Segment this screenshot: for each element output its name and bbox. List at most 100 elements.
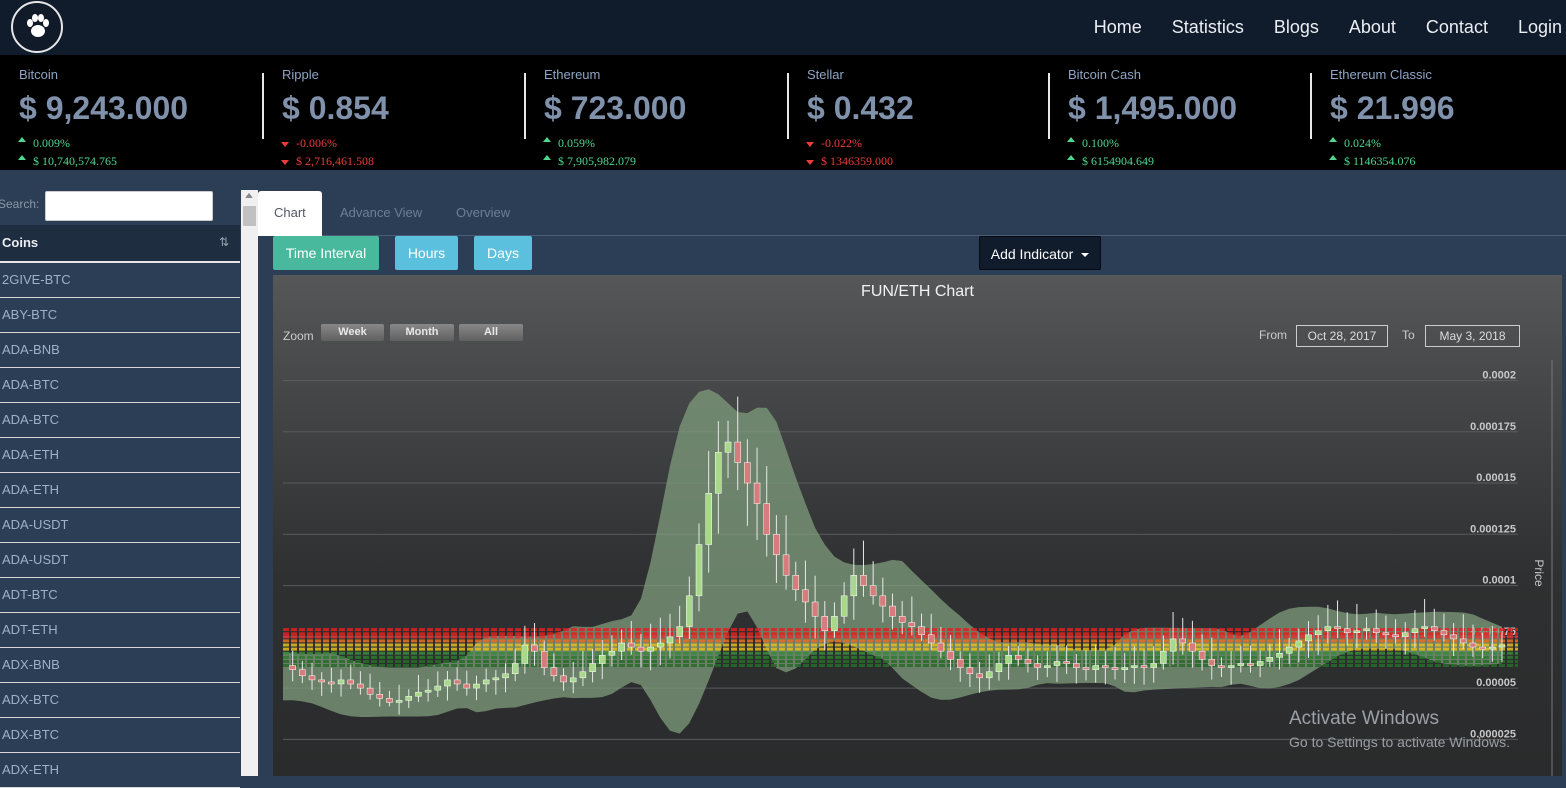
candle-body: [1276, 652, 1283, 658]
coin-list-item[interactable]: 2GIVE-BTC: [0, 263, 240, 298]
navbar: Home Statistics Blogs About Contact Login: [0, 0, 1566, 55]
coin-name: Stellar: [807, 67, 844, 82]
candle-body: [1102, 665, 1109, 668]
nav-link-statistics[interactable]: Statistics: [1171, 17, 1244, 37]
nav-link-home[interactable]: Home: [1093, 17, 1142, 37]
candle-body: [715, 452, 722, 494]
tab-overview[interactable]: Overview: [456, 205, 511, 220]
candle-body: [657, 642, 664, 648]
candle-body: [966, 667, 974, 674]
coin-volume: $ 2,716,461.508: [296, 154, 374, 168]
coin-list-item[interactable]: ADA-ETH: [0, 473, 240, 508]
from-date-input[interactable]: Oct 28, 2017: [1296, 325, 1388, 347]
price-ticker: Bitcoin $ 9,243.000 0.009% $ 10,740,574.765…: [0, 55, 1566, 170]
time-interval-button[interactable]: Time Interval: [273, 236, 379, 270]
candle-body: [705, 493, 712, 545]
coin-price: $ 0.432: [807, 90, 914, 126]
candle-body: [473, 683, 480, 689]
chart-title: FUN/ETH Chart: [861, 283, 974, 300]
candle-body: [1440, 630, 1448, 636]
zoom-month-button[interactable]: Month: [390, 324, 454, 341]
candle-body: [1285, 646, 1293, 654]
coin-list-item[interactable]: ADX-ETH: [0, 753, 240, 788]
coin-list-item[interactable]: ADT-BTC: [0, 578, 240, 613]
candlestick-chart[interactable]: 0.0000250.000050.0000750.00010.0001250.0…: [273, 275, 1562, 776]
coin-volume: $ 10,740,574.765: [33, 154, 117, 168]
arrow-down-icon: [281, 160, 289, 165]
tab-chart[interactable]: Chart: [258, 191, 322, 236]
coin-list-item[interactable]: ADA-ETH: [0, 438, 240, 473]
candle-body: [308, 675, 316, 681]
add-indicator-label: Add Indicator: [990, 246, 1074, 262]
candle-body: [937, 642, 945, 652]
sort-icon[interactable]: ⇅: [219, 235, 230, 249]
coin-list-item[interactable]: ABY-BTC: [0, 298, 240, 333]
arrow-down-icon: [806, 142, 814, 147]
paw-logo-icon[interactable]: [11, 1, 63, 53]
candle-body: [744, 462, 751, 484]
scroll-thumb[interactable]: [243, 206, 256, 226]
candle-body: [1111, 667, 1119, 670]
coin-list-item[interactable]: ADX-BTC: [0, 718, 240, 753]
coin-volume: $ 1146354.076: [1344, 154, 1416, 168]
scroll-up-icon[interactable]: [245, 193, 253, 198]
candle-body: [453, 679, 461, 685]
sidebar: Search: Coins ⇅ 2GIVE-BTC ABY-BTC ADA-BNB A…: [0, 170, 258, 788]
candle-body: [879, 595, 887, 607]
coin-list-item[interactable]: ADX-BTC: [0, 683, 240, 718]
candle-body: [1314, 630, 1322, 636]
candle-body: [511, 663, 519, 674]
coin-list-item[interactable]: ADA-BTC: [0, 403, 240, 438]
candle-body: [1189, 642, 1196, 652]
coin-list: 2GIVE-BTC ABY-BTC ADA-BNB ADA-BTC ADA-BTC ADA…: [0, 263, 240, 788]
coin-change: 0.100%: [1082, 136, 1119, 150]
coin-price: $ 9,243.000: [19, 90, 189, 126]
y-tick-label: 0.000125: [1470, 523, 1516, 535]
coin-list-item[interactable]: ADA-BNB: [0, 333, 240, 368]
nav-link-contact[interactable]: Contact: [1425, 17, 1488, 37]
coin-list-item[interactable]: ADT-ETH: [0, 613, 240, 648]
coin-price: $ 723.000: [544, 90, 687, 126]
candle-body: [1363, 628, 1370, 631]
candle-body: [1247, 663, 1254, 666]
candle-body: [860, 575, 867, 586]
candle-body: [1498, 644, 1506, 648]
add-indicator-button[interactable]: Add Indicator: [979, 236, 1101, 270]
days-button[interactable]: Days: [474, 236, 532, 270]
candle-body: [1402, 632, 1409, 638]
zoom-all-button[interactable]: All: [459, 324, 523, 341]
y-tick-label: 0.0002: [1482, 370, 1516, 382]
candle-body: [550, 667, 558, 677]
chart-panel: 0.0000250.000050.0000750.00010.0001250.0…: [273, 275, 1562, 776]
hours-button[interactable]: Hours: [395, 236, 458, 270]
candle-body: [560, 675, 567, 683]
coin-list-item[interactable]: ADA-USDT: [0, 543, 240, 578]
nav-link-blogs[interactable]: Blogs: [1273, 17, 1319, 37]
nav-link-about[interactable]: About: [1348, 17, 1396, 37]
zoom-week-button[interactable]: Week: [321, 324, 384, 341]
candle-body: [299, 669, 306, 677]
list-scrollbar[interactable]: [241, 190, 258, 776]
candle-body: [540, 650, 548, 668]
candle-body: [831, 616, 838, 631]
candle-body: [811, 601, 819, 617]
candle-body: [1198, 650, 1206, 660]
candle-body: [821, 616, 829, 631]
nav-link-login[interactable]: Login: [1517, 17, 1562, 37]
coin-list-item[interactable]: ADA-USDT: [0, 508, 240, 543]
candle-body: [415, 691, 422, 697]
candle-body: [1382, 632, 1390, 636]
candle-body: [318, 679, 325, 683]
coin-volume: $ 7,905,982.079: [558, 154, 636, 168]
y-tick-label: 0.000025: [1470, 728, 1516, 740]
candle-body: [1450, 634, 1457, 640]
coin-list-item[interactable]: ADA-BTC: [0, 368, 240, 403]
to-date-input[interactable]: May 3, 2018: [1425, 325, 1520, 347]
tab-advance-view[interactable]: Advance View: [340, 205, 423, 220]
coins-header[interactable]: Coins ⇅: [0, 225, 240, 263]
coin-list-item[interactable]: ADX-BNB: [0, 648, 240, 683]
candle-body: [840, 595, 848, 617]
search-input[interactable]: [45, 191, 213, 221]
candle-body: [405, 696, 413, 701]
coin-price: $ 21.996: [1330, 90, 1455, 126]
